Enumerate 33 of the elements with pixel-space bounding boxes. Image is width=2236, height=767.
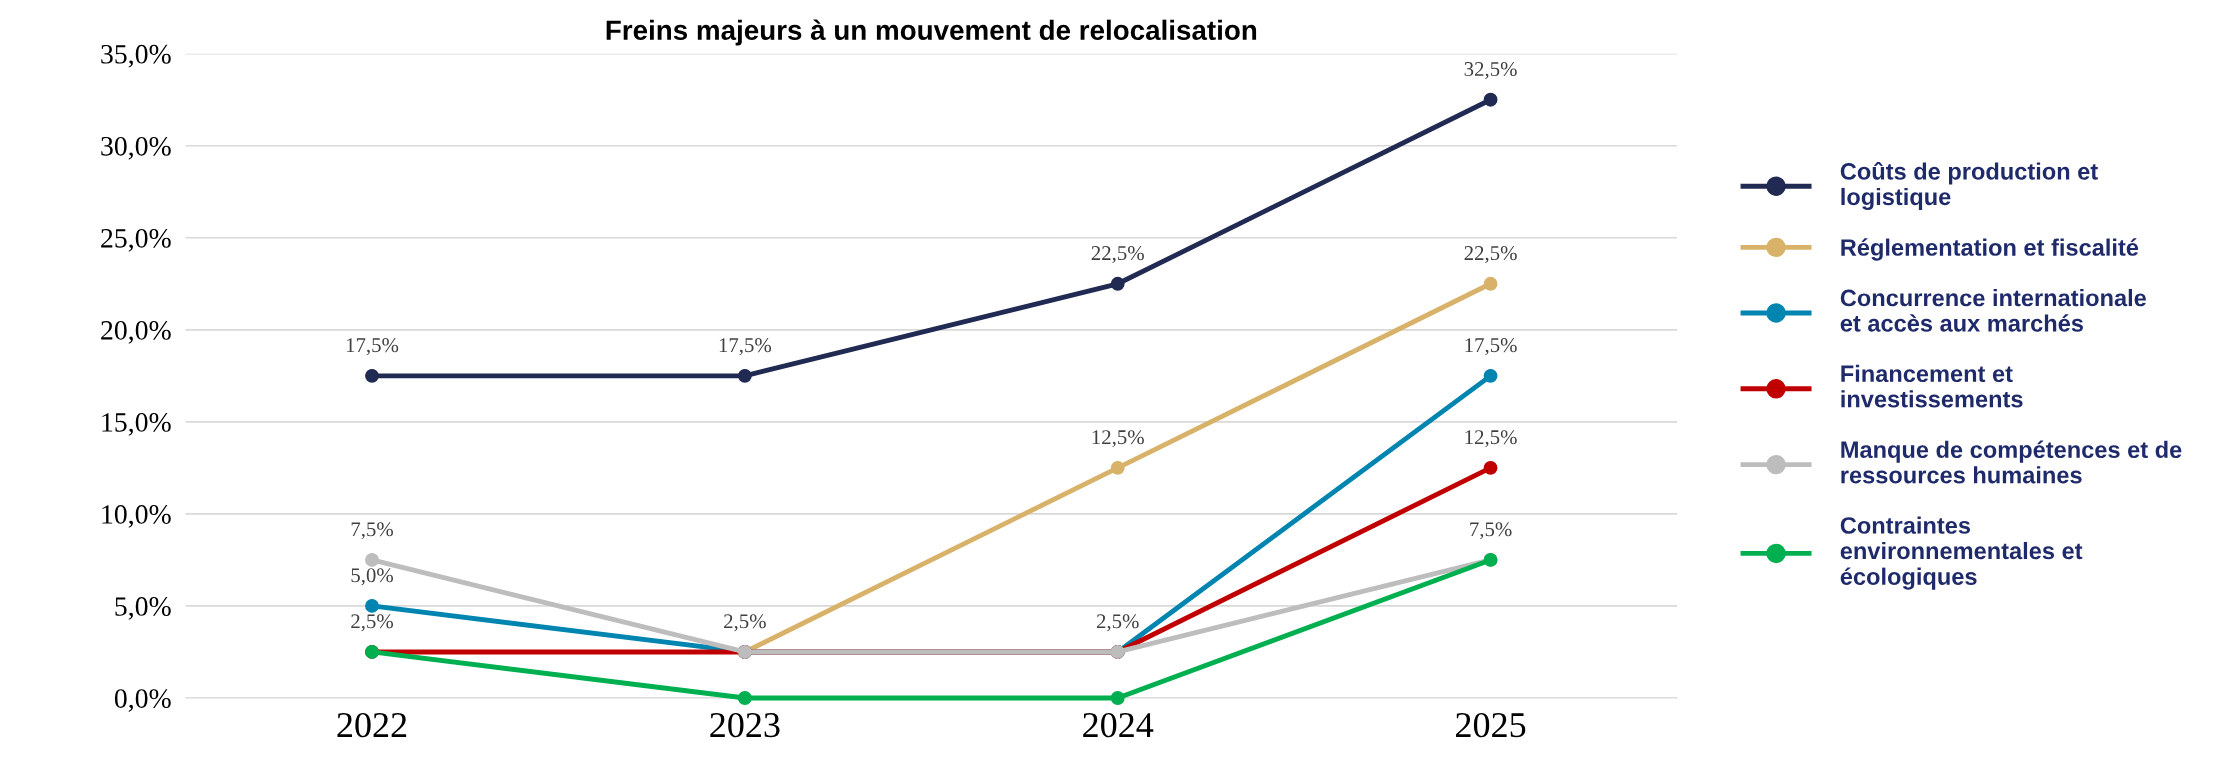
x-tick-label: 2024 xyxy=(1083,712,1154,738)
chart-title: Freins majeurs à un mouvement de relocalisation xyxy=(606,19,1257,46)
x-tick-label: 2025 xyxy=(1456,712,1526,738)
data-label: 12,5% xyxy=(1465,430,1517,448)
y-tick-label: 0,0% xyxy=(114,689,171,712)
y-tick-label: 30,0% xyxy=(101,136,171,160)
data-label: 7,5% xyxy=(1470,522,1512,540)
legend-label: Manque de compétences et de ressources humaines xyxy=(1841,440,2182,484)
data-label: 22,5% xyxy=(1091,246,1144,264)
y-tick-label: 25,0% xyxy=(101,228,171,252)
y-tick-label: 20,0% xyxy=(101,320,171,344)
data-label: 12,5% xyxy=(1092,430,1144,448)
y-tick-label: 35,0% xyxy=(101,44,171,68)
data-label: 2,5% xyxy=(351,614,393,632)
legend-label: Contraintes environnementales et écologiques xyxy=(1840,516,2083,590)
legend-label: Financement et investissements xyxy=(1841,364,2023,408)
y-tick-label: 5,0% xyxy=(115,597,171,620)
data-label: 17,5% xyxy=(1465,338,1517,356)
data-label: 32,5% xyxy=(1464,61,1517,80)
data-label: 17,5% xyxy=(719,338,772,356)
legend-label: Coûts de production et logistique xyxy=(1840,161,2098,210)
y-tick-label: 15,0% xyxy=(102,413,171,436)
data-label: 7,5% xyxy=(351,522,393,540)
legend-label: Concurrence internationale et accès aux marchés xyxy=(1840,288,2147,332)
legend-label: Réglementation et fiscalité xyxy=(1841,238,2139,261)
x-tick-label: 2022 xyxy=(337,712,407,738)
data-label: 22,5% xyxy=(1464,246,1517,264)
data-label: 5,0% xyxy=(351,568,393,586)
x-tick-label: 2023 xyxy=(710,712,780,738)
data-label: 2,5% xyxy=(724,614,766,632)
data-label: 2,5% xyxy=(1096,614,1139,632)
y-tick-label: 10,0% xyxy=(102,505,171,528)
data-label: 17,5% xyxy=(346,338,399,356)
